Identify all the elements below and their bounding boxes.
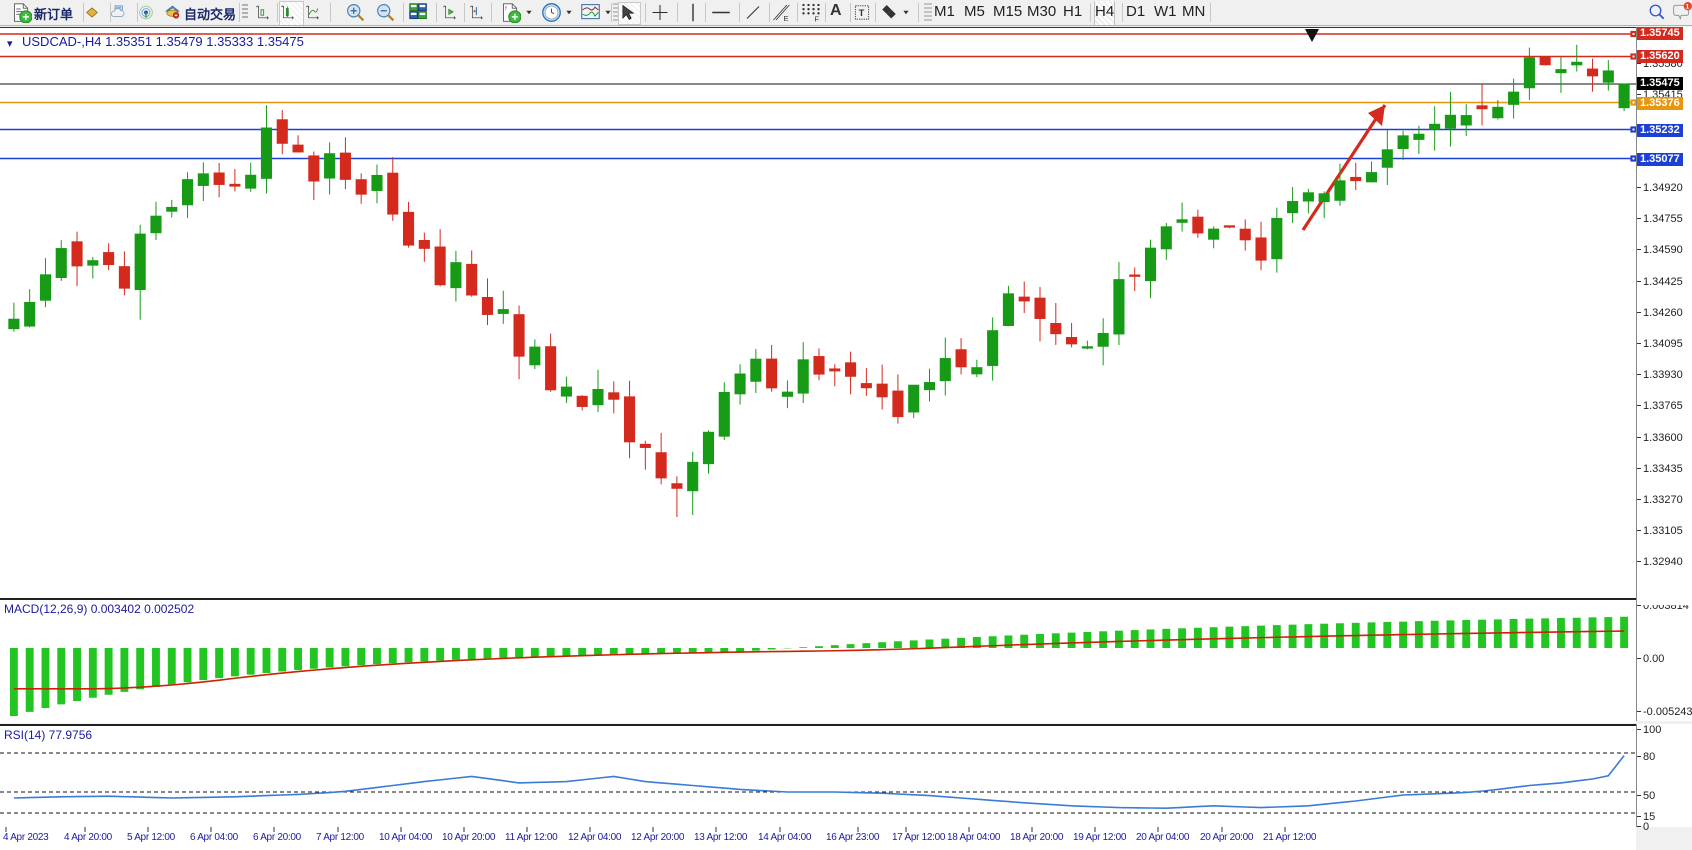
svg-text:▾: ▾ — [7, 38, 13, 50]
svg-text:1: 1 — [1686, 4, 1690, 11]
svg-text:T: T — [859, 8, 865, 18]
svg-text:F: F — [814, 15, 819, 23]
svg-text:USDCAD-,H4 1.35351 1.35479 1.: USDCAD-,H4 1.35351 1.35479 1.35333 1.354… — [22, 34, 304, 49]
svg-text:E: E — [784, 14, 789, 23]
